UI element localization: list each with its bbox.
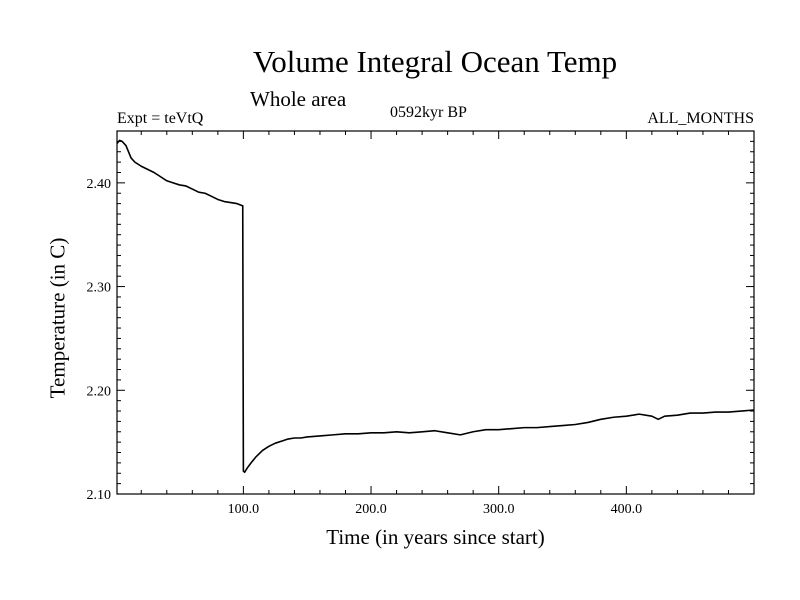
series-group bbox=[116, 139, 755, 474]
experiment-label: Expt = teVtQ bbox=[117, 110, 204, 127]
chart-subtitle: Whole area bbox=[250, 87, 347, 111]
x-axis-label: Time (in years since start) bbox=[326, 525, 545, 549]
plot-frame bbox=[116, 130, 755, 495]
y-tick-label: 2.30 bbox=[87, 281, 112, 296]
x-tick-label: 100.0 bbox=[228, 502, 260, 517]
x-tick-label: 300.0 bbox=[483, 502, 515, 517]
y-tick-label: 2.40 bbox=[87, 177, 112, 192]
months-label: ALL_MONTHS bbox=[647, 110, 754, 127]
y-tick-label: 2.20 bbox=[87, 384, 112, 399]
chart-title: Volume Integral Ocean Temp bbox=[252, 44, 618, 79]
axis-ticks bbox=[117, 130, 754, 495]
temperature-series-line bbox=[116, 139, 755, 474]
x-tick-label: 200.0 bbox=[355, 502, 387, 517]
axis-tick-labels: 100.0 200.0 300.0 400.0 2.10 2.20 2.30 2.40 bbox=[87, 177, 643, 517]
x-tick-label: 400.0 bbox=[611, 502, 643, 517]
period-label: 0592kyr BP bbox=[390, 104, 467, 121]
y-tick-label: 2.10 bbox=[87, 488, 112, 503]
